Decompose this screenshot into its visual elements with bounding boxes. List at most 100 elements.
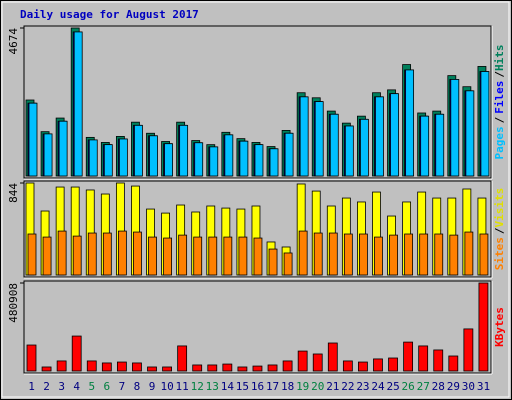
bar [435,113,445,177]
bar [359,233,368,276]
bar [208,236,218,276]
bar [132,362,142,372]
bar [27,233,37,276]
bar [343,233,353,276]
x-tick-label: 15 [236,380,249,393]
bar [284,132,294,177]
bar [103,144,113,177]
x-tick-label: 13 [206,380,219,393]
x-tick-label: 9 [149,380,156,393]
bar [298,230,308,276]
y-tick-label: 4674 [7,28,20,55]
legend-entry: / [493,71,506,78]
x-tick-label: 10 [160,380,173,393]
bar [254,144,264,177]
bar [328,232,338,276]
chart-title: Daily usage for August 2017 [20,8,199,21]
x-tick-label: 28 [432,380,445,393]
bar [282,360,293,372]
legend-entry: KBytes [493,307,506,347]
bar [419,233,429,276]
bar [41,366,52,372]
bar [390,93,399,177]
bar [43,133,53,177]
bar [449,234,459,276]
legend-entry: Visits [493,188,506,228]
bar [344,125,354,177]
x-tick-label: 22 [341,380,354,393]
bar [149,135,158,177]
bar [147,366,157,372]
bar [224,134,234,177]
bar [418,345,429,372]
x-tick-label: 16 [251,380,264,393]
bar [117,230,127,276]
legend: KBytes [493,307,506,347]
bar [101,362,112,372]
bar [192,364,203,372]
bar [194,142,204,177]
bar [134,124,143,177]
bar [164,143,173,177]
bar [222,363,233,372]
bar [178,234,188,276]
bar [118,138,128,177]
x-tick-label: 30 [462,380,475,393]
bar [58,120,68,177]
x-tick-label: 19 [296,380,309,393]
bar [207,364,218,372]
bar [73,31,83,177]
bar [179,124,189,177]
bar [374,236,383,276]
bar [478,282,489,372]
legend-entry: Pages [493,126,506,159]
bar [238,236,248,276]
x-tick-label: 8 [134,380,141,393]
x-tick-label: 6 [104,380,111,393]
y-tick-label: 844 [7,183,20,203]
bar [42,236,52,276]
legend-entry: Sites [493,237,506,270]
legend-entry: / [493,116,506,123]
bar [253,237,263,276]
bar [223,236,233,276]
x-tick-label: 1 [28,380,35,393]
x-tick-label: 17 [266,380,279,393]
bar [269,148,279,177]
bar [405,69,415,177]
bar [420,115,430,177]
bar [163,237,172,276]
x-tick-label: 18 [281,380,294,393]
bar [88,139,98,177]
bar [86,360,97,372]
bar [57,230,67,276]
legend-entry: Hits [493,45,506,72]
bar [28,102,38,177]
bar [358,361,368,372]
x-tick-label: 11 [176,380,189,393]
bar [237,366,248,372]
bar [329,113,339,177]
x-tick-label: 5 [88,380,95,393]
bar [56,360,67,372]
x-tick-label: 2 [43,380,50,393]
bar [133,231,142,276]
bar [450,79,460,177]
legend-entry: Files [493,81,506,114]
bar [162,366,172,372]
bar [299,96,309,177]
x-tick-label: 24 [371,380,385,393]
bar [116,361,127,372]
legend: Pages/Files/Hits [493,45,506,160]
bar [465,90,475,177]
bar [373,358,383,372]
bar [389,234,398,276]
bar [448,355,459,372]
x-tick-label: 20 [311,380,324,393]
bar [479,233,489,276]
bar [209,146,219,177]
bar [26,344,37,372]
bar [312,353,323,372]
